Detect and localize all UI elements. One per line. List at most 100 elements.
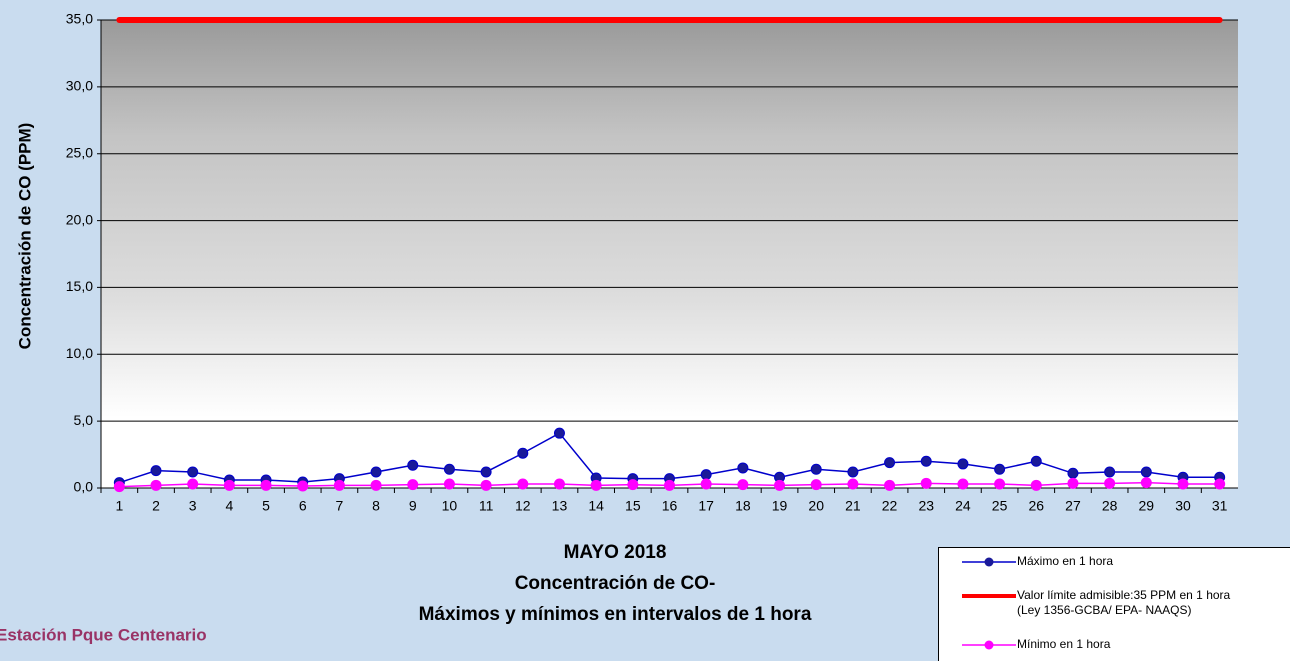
chart-title: Máximos y mínimos en intervalos de 1 hor… <box>419 604 812 625</box>
point <box>665 480 675 490</box>
legend-label: Valor límite admisible:35 PPM en 1 hora <box>1017 588 1231 602</box>
point <box>408 480 418 490</box>
point <box>554 479 564 489</box>
point <box>738 480 748 490</box>
point <box>481 467 491 477</box>
point <box>591 480 601 490</box>
point <box>261 480 271 490</box>
point <box>114 482 124 492</box>
x-tick-label: 23 <box>918 498 934 514</box>
x-tick-label: 6 <box>299 498 307 514</box>
x-tick-label: 24 <box>955 498 971 514</box>
x-tick-label: 19 <box>772 498 788 514</box>
legend-label: Máximo en 1 hora <box>1017 554 1113 568</box>
point <box>151 466 161 476</box>
point <box>554 428 564 438</box>
point <box>444 464 454 474</box>
point <box>1068 478 1078 488</box>
point <box>701 470 711 480</box>
legend-label: Mínimo en 1 hora <box>1017 637 1111 651</box>
point <box>958 459 968 469</box>
x-tick-label: 12 <box>515 498 531 514</box>
point <box>848 479 858 489</box>
legend-marker <box>985 641 994 650</box>
point <box>628 480 638 490</box>
x-tick-label: 13 <box>552 498 568 514</box>
chart: Concentración de CO (PPM) MAYO 2018 Conc… <box>0 0 1290 661</box>
y-tick-label: 35,0 <box>66 11 93 27</box>
point <box>1141 467 1151 477</box>
x-tick-label: 25 <box>992 498 1008 514</box>
point <box>811 480 821 490</box>
x-tick-label: 26 <box>1028 498 1044 514</box>
chart-title: MAYO 2018 <box>564 542 667 563</box>
page: {"chart_data": {"type": "line", "title_l… <box>0 0 1290 661</box>
x-tick-label: 16 <box>662 498 678 514</box>
point <box>1105 467 1115 477</box>
x-tick-label: 7 <box>336 498 344 514</box>
x-tick-label: 3 <box>189 498 197 514</box>
point <box>775 480 785 490</box>
point <box>188 479 198 489</box>
point <box>1141 478 1151 488</box>
point <box>518 479 528 489</box>
point <box>1178 479 1188 489</box>
x-tick-label: 15 <box>625 498 641 514</box>
point <box>481 480 491 490</box>
point <box>921 478 931 488</box>
footer: Estación Pque Centenario <box>0 625 207 644</box>
y-tick-label: 15,0 <box>66 278 93 294</box>
point <box>444 479 454 489</box>
x-tick-label: 21 <box>845 498 861 514</box>
x-tick-label: 11 <box>479 498 494 514</box>
x-tick-label: 9 <box>409 498 417 514</box>
x-tick-label: 22 <box>882 498 898 514</box>
point <box>1105 478 1115 488</box>
x-tick-label: 27 <box>1065 498 1081 514</box>
y-tick-label: 5,0 <box>74 412 94 428</box>
point <box>151 480 161 490</box>
x-tick-label: 5 <box>262 498 270 514</box>
x-tick-label: 20 <box>808 498 824 514</box>
x-tick-label: 18 <box>735 498 751 514</box>
y-tick-label: 0,0 <box>74 479 94 495</box>
x-tick-label: 28 <box>1102 498 1118 514</box>
x-tick-label: 29 <box>1139 498 1155 514</box>
x-tick-label: 17 <box>698 498 714 514</box>
x-tick-label: 10 <box>442 498 458 514</box>
point <box>848 467 858 477</box>
legend-marker <box>985 558 994 567</box>
point <box>995 479 1005 489</box>
point <box>334 480 344 490</box>
x-tick-label: 4 <box>225 498 233 514</box>
point <box>1068 468 1078 478</box>
point <box>921 456 931 466</box>
legend-note: (Ley 1356-GCBA/ EPA- NAAQS) <box>1017 603 1192 617</box>
y-tick-label: 20,0 <box>66 211 93 227</box>
point <box>995 464 1005 474</box>
point <box>1031 480 1041 490</box>
point <box>958 479 968 489</box>
y-tick-label: 30,0 <box>66 78 93 94</box>
point <box>371 480 381 490</box>
point <box>224 480 234 490</box>
point <box>188 467 198 477</box>
point <box>298 481 308 491</box>
chart-title: Concentración de CO- <box>515 573 716 594</box>
point <box>811 464 821 474</box>
point <box>885 480 895 490</box>
point <box>1031 456 1041 466</box>
point <box>701 479 711 489</box>
x-tick-label: 2 <box>152 498 160 514</box>
x-tick-label: 31 <box>1212 498 1228 514</box>
point <box>1215 479 1225 489</box>
point <box>518 448 528 458</box>
point <box>885 458 895 468</box>
point <box>371 467 381 477</box>
y-tick-label: 25,0 <box>66 144 93 160</box>
y-axis-label: Concentración de CO (PPM) <box>15 123 34 350</box>
plot-area <box>101 20 1238 488</box>
x-tick-label: 8 <box>372 498 380 514</box>
x-tick-label: 30 <box>1175 498 1191 514</box>
x-tick-label: 1 <box>115 498 123 514</box>
